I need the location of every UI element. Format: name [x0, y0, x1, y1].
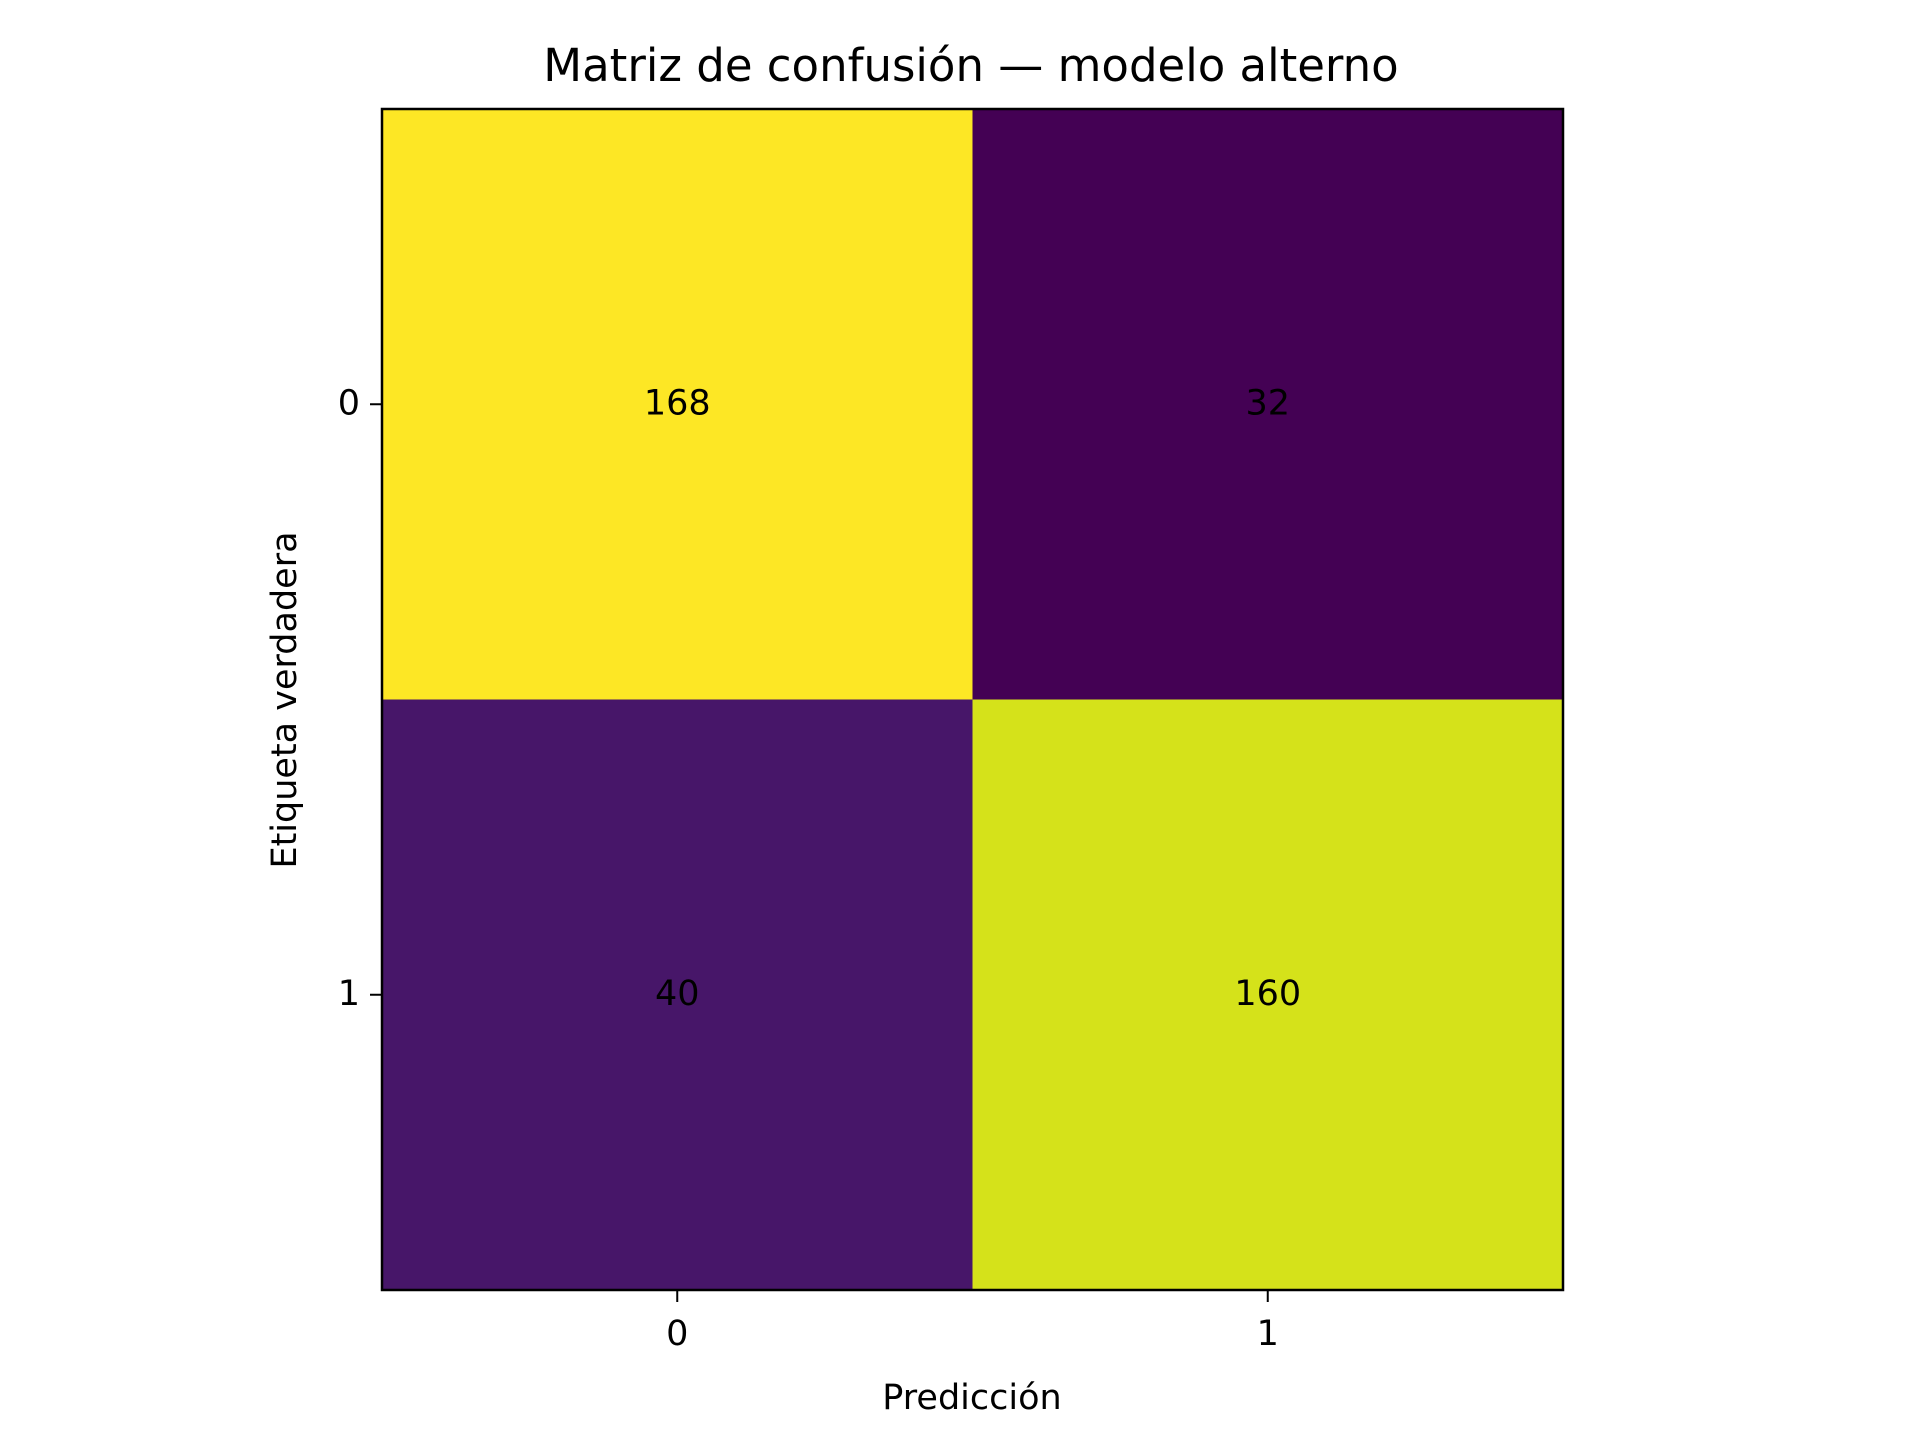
- y-tick-label-1: 1: [338, 974, 360, 1014]
- axis-ticks: 0 1 0 1: [338, 383, 1279, 1354]
- chart-title: Matriz de confusión — modelo alterno: [543, 39, 1398, 92]
- x-tick-label-1: 1: [1257, 1314, 1279, 1354]
- y-axis-label: Etiqueta verdadera: [265, 531, 305, 868]
- heatmap-cells: [382, 109, 1564, 1291]
- cell-value-labels: 168 32 40 160: [644, 383, 1301, 1014]
- y-tick-label-0: 0: [338, 383, 360, 423]
- x-tick-label-0: 0: [666, 1314, 688, 1354]
- heatmap-cell-1-1: [972, 699, 1564, 1291]
- heatmap-cell-0-1: [972, 109, 1564, 700]
- cell-value-0-0: 168: [644, 383, 711, 423]
- x-axis-label: Predicción: [882, 1378, 1061, 1418]
- cell-value-1-1: 160: [1234, 974, 1301, 1014]
- cell-value-0-1: 32: [1245, 383, 1290, 423]
- cell-value-1-0: 40: [655, 974, 700, 1014]
- heatmap-cell-0-0: [382, 109, 973, 700]
- plot-frame: [380, 107, 1565, 1292]
- heatmap-cell-1-0: [382, 699, 973, 1291]
